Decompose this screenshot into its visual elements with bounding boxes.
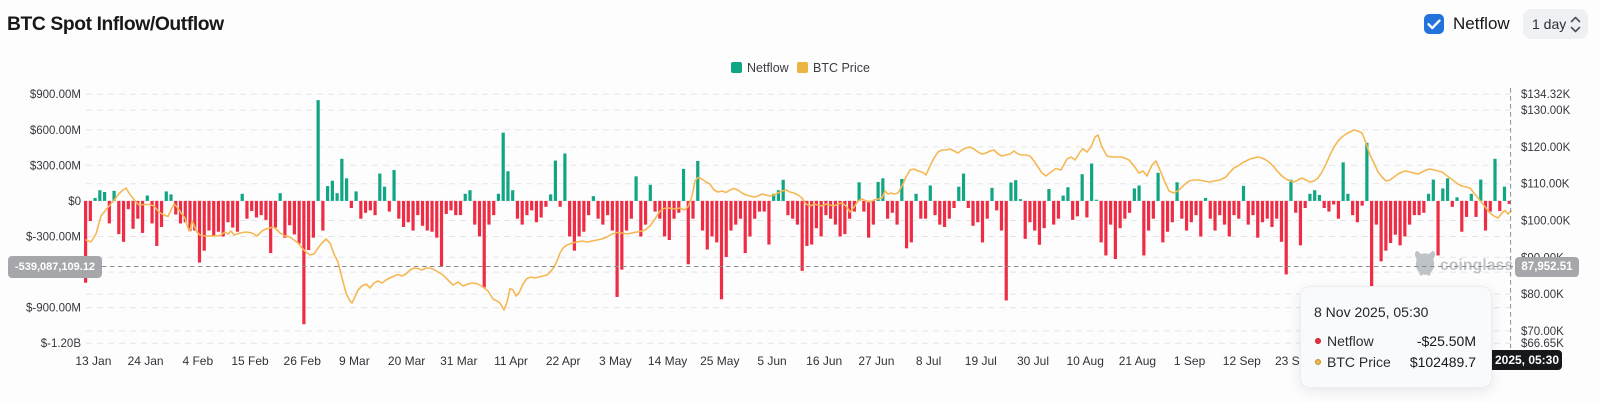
svg-text:30 Jul: 30 Jul	[1017, 354, 1049, 368]
svg-text:$0: $0	[68, 196, 81, 208]
svg-text:12 Sep: 12 Sep	[1223, 354, 1261, 368]
svg-text:26 Feb: 26 Feb	[284, 354, 322, 368]
svg-text:1 Sep: 1 Sep	[1174, 354, 1206, 368]
svg-text:coinglass: coinglass	[1440, 257, 1513, 274]
svg-text:16 Jun: 16 Jun	[806, 354, 842, 368]
svg-text:4 Feb: 4 Feb	[182, 354, 213, 368]
svg-text:10 Aug: 10 Aug	[1067, 354, 1104, 368]
svg-text:$130.00K: $130.00K	[1521, 105, 1571, 117]
svg-text:$-1.20B: $-1.20B	[41, 338, 82, 350]
svg-text:9 Mar: 9 Mar	[339, 354, 370, 368]
svg-text:20 Mar: 20 Mar	[388, 354, 425, 368]
svg-text:13 Jan: 13 Jan	[75, 354, 111, 368]
svg-text:15 Feb: 15 Feb	[231, 354, 269, 368]
svg-text:24 Jan: 24 Jan	[128, 354, 164, 368]
svg-text:25 May: 25 May	[700, 354, 739, 368]
svg-text:$110.00K: $110.00K	[1521, 179, 1570, 191]
svg-text:$-300.00M: $-300.00M	[26, 232, 81, 244]
svg-text:$66.65K: $66.65K	[1521, 338, 1564, 350]
svg-text:11 Apr: 11 Apr	[494, 354, 528, 368]
svg-text:$600.00M: $600.00M	[30, 125, 81, 137]
svg-text:3 May: 3 May	[599, 354, 632, 368]
svg-text:$-900.00M: $-900.00M	[26, 303, 81, 315]
svg-text:19 Jul: 19 Jul	[965, 354, 997, 368]
svg-text:$100.00K: $100.00K	[1521, 216, 1571, 228]
svg-text:31 Mar: 31 Mar	[440, 354, 477, 368]
svg-text:27 Jun: 27 Jun	[858, 354, 894, 368]
svg-text:5 Jun: 5 Jun	[757, 354, 786, 368]
svg-text:$70.00K: $70.00K	[1521, 326, 1564, 338]
svg-text:$120.00K: $120.00K	[1521, 142, 1571, 154]
svg-text:$80.00K: $80.00K	[1521, 289, 1564, 301]
svg-text:$300.00M: $300.00M	[30, 160, 81, 172]
svg-text:14 May: 14 May	[648, 354, 687, 368]
svg-text:21 Aug: 21 Aug	[1119, 354, 1156, 368]
svg-text:22 Apr: 22 Apr	[546, 354, 581, 368]
svg-text:8 Jul: 8 Jul	[916, 354, 941, 368]
svg-text:$900.00M: $900.00M	[30, 89, 81, 101]
svg-text:$134.32K: $134.32K	[1521, 89, 1571, 101]
